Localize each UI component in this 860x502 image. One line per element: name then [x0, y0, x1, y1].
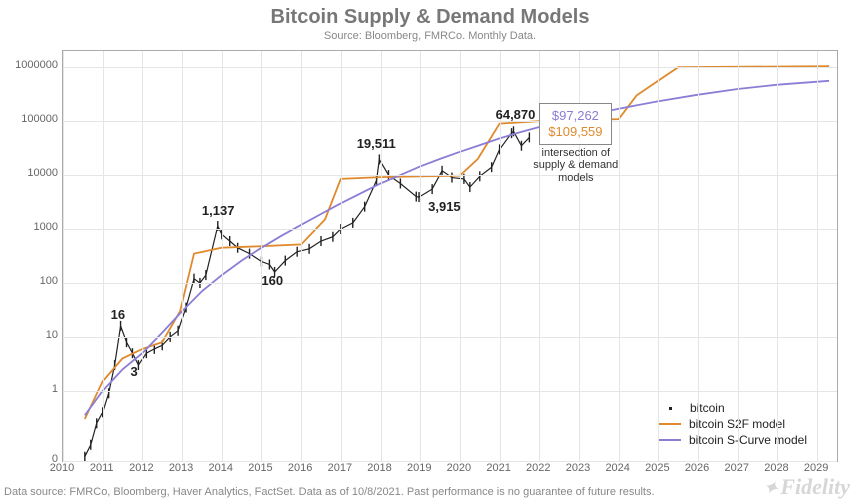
x-axis-label: 2012 [121, 462, 161, 474]
peak-label: 3,915 [428, 199, 461, 214]
chart-subtitle: Source: Bloomberg, FMRCo. Monthly Data. [0, 30, 860, 42]
callout-caption: intersection ofsupply & demandmodels [533, 147, 618, 185]
peak-label: 160 [261, 273, 283, 288]
peak-label: 16 [111, 307, 125, 322]
x-axis-label: 2024 [598, 462, 638, 474]
gridline-v [658, 51, 659, 461]
gridline-h [63, 337, 837, 338]
x-axis-label: 2025 [637, 462, 677, 474]
peak-label: 1,137 [202, 203, 235, 218]
x-axis-label: 2017 [320, 462, 360, 474]
legend-item: bitcoin S2F model [659, 417, 807, 431]
gridline-v [420, 51, 421, 461]
legend-item: bitcoin [659, 401, 807, 415]
legend-swatch [659, 423, 681, 425]
x-axis-label: 2015 [240, 462, 280, 474]
x-axis-label: 2026 [677, 462, 717, 474]
x-axis-label: 2028 [756, 462, 796, 474]
y-axis-label: 100 [8, 275, 58, 287]
gridline-v [738, 51, 739, 461]
y-axis-label: 1000000 [8, 59, 58, 71]
gridline-v [103, 51, 104, 461]
x-axis-label: 2020 [439, 462, 479, 474]
peak-label: 3 [130, 364, 137, 379]
x-axis-label: 2016 [280, 462, 320, 474]
legend-swatch [669, 407, 672, 410]
y-axis-label: 10 [8, 329, 58, 341]
callout-box: $97,262$109,559 [539, 103, 611, 146]
x-axis-label: 2011 [82, 462, 122, 474]
x-axis-label: 2013 [161, 462, 201, 474]
callout-value-s2f: $109,559 [548, 124, 602, 140]
x-axis-label: 2019 [399, 462, 439, 474]
peak-label: 64,870 [496, 107, 536, 122]
gridline-v [261, 51, 262, 461]
fidelity-star-icon: ✦ [759, 473, 782, 501]
x-axis-label: 2022 [518, 462, 558, 474]
fidelity-logo-text: Fidelity [780, 474, 850, 499]
gridline-v [142, 51, 143, 461]
gridline-v [777, 51, 778, 461]
legend-label: bitcoin [690, 401, 725, 415]
gridline-h [63, 121, 837, 122]
x-axis-label: 2029 [796, 462, 836, 474]
gridline-h [63, 283, 837, 284]
legend-swatch [659, 439, 681, 441]
gridline-h [63, 391, 837, 392]
y-axis-label: 1 [8, 383, 58, 395]
peak-label: 19,511 [357, 136, 396, 151]
gridline-v [619, 51, 620, 461]
y-axis-label: 1000 [8, 221, 58, 233]
x-axis-label: 2010 [42, 462, 82, 474]
callout-value-scurve: $97,262 [548, 108, 602, 124]
gridline-v [341, 51, 342, 461]
x-axis-label: 2023 [558, 462, 598, 474]
series-bitcoin-S-Curve-model [85, 81, 829, 416]
gridline-v [63, 51, 64, 461]
gridline-v [182, 51, 183, 461]
x-axis-label: 2014 [201, 462, 241, 474]
gridline-v [698, 51, 699, 461]
fidelity-logo: ✦Fidelity [762, 474, 850, 500]
series-bitcoin-S2F-model [85, 66, 829, 419]
gridline-v [460, 51, 461, 461]
gridline-v [301, 51, 302, 461]
x-axis-label: 2018 [360, 462, 400, 474]
gridline-v [222, 51, 223, 461]
y-axis-label: 10000 [8, 167, 58, 179]
gridline-h [63, 175, 837, 176]
chart-container: Bitcoin Supply & Demand Models Source: B… [0, 0, 860, 502]
plot-area: bitcoin bitcoin S2F model bitcoin S-Curve … [62, 50, 838, 462]
legend-label: bitcoin S-Curve model [689, 433, 807, 447]
gridline-h [63, 67, 837, 68]
legend-item: bitcoin S-Curve model [659, 433, 807, 447]
x-axis-label: 2021 [479, 462, 519, 474]
gridline-v [381, 51, 382, 461]
gridline-v [817, 51, 818, 461]
data-source-footnote: Data source: FMRCo, Bloomberg, Haver Ana… [4, 486, 655, 498]
x-axis-label: 2027 [717, 462, 757, 474]
legend: bitcoin bitcoin S2F model bitcoin S-Curve … [659, 399, 807, 447]
gridline-h [63, 229, 837, 230]
series-bitcoin-line [85, 131, 530, 456]
y-axis-label: 100000 [8, 113, 58, 125]
chart-title: Bitcoin Supply & Demand Models [0, 6, 860, 29]
